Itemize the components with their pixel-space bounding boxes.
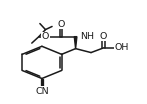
Text: OH: OH (114, 43, 129, 52)
Text: O: O (42, 32, 49, 41)
Text: O: O (100, 32, 107, 41)
Text: O: O (57, 20, 65, 29)
Polygon shape (74, 37, 77, 49)
Text: CN: CN (35, 87, 49, 96)
Text: NH: NH (80, 32, 94, 41)
